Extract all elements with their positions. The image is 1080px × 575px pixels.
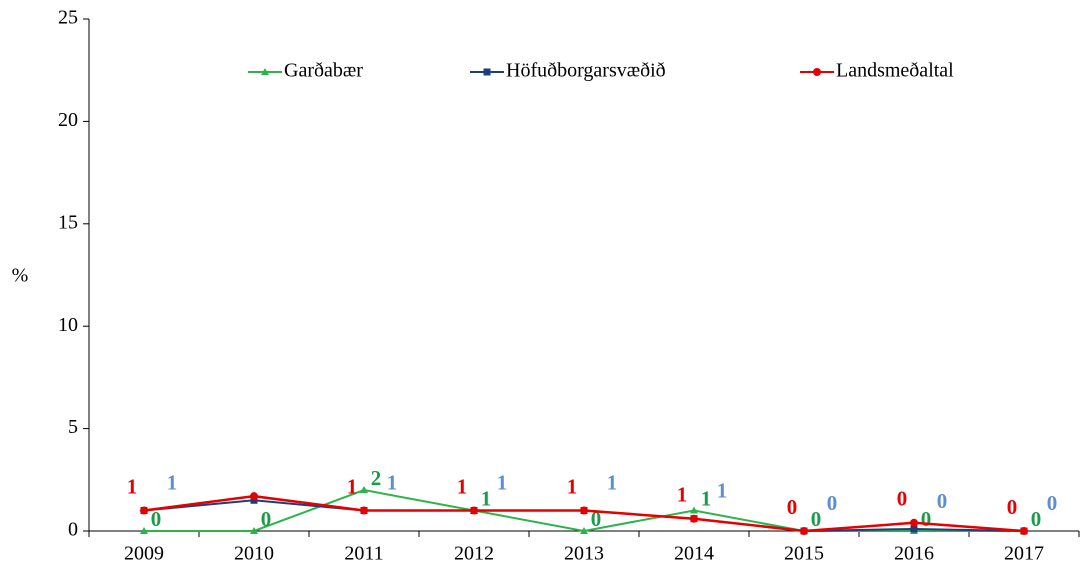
value-label: 1 — [127, 474, 138, 498]
value-label: 0 — [1047, 491, 1058, 515]
marker — [580, 506, 588, 515]
value-label: 1 — [387, 470, 398, 494]
value-label: 2 — [371, 466, 382, 490]
marker — [250, 496, 258, 504]
value-label: 1 — [347, 474, 358, 498]
y-tick-label: 10 — [58, 314, 78, 336]
value-label: 1 — [677, 483, 688, 507]
y-tick-label: 0 — [68, 519, 78, 541]
legend-label: Höfuðborgarsvæðið — [506, 60, 666, 82]
y-tick-label: 5 — [68, 416, 78, 438]
marker — [140, 527, 148, 534]
marker — [580, 527, 588, 534]
x-tick-label: 2009 — [124, 543, 164, 565]
marker — [360, 506, 368, 515]
value-label: 1 — [701, 486, 712, 510]
marker — [690, 506, 698, 514]
x-tick-label: 2017 — [1004, 543, 1044, 565]
series-line — [143, 499, 1025, 533]
value-label: 1 — [717, 479, 728, 503]
x-tick-label: 2011 — [344, 543, 383, 565]
value-label: 0 — [151, 507, 162, 531]
marker — [800, 527, 808, 535]
value-label: 0 — [1031, 507, 1042, 531]
marker — [360, 486, 368, 494]
marker — [470, 506, 478, 515]
value-label: 1 — [481, 486, 492, 510]
marker — [483, 68, 491, 76]
x-tick-label: 2014 — [674, 543, 714, 565]
x-tick-label: 2015 — [784, 543, 824, 565]
y-tick-label: 15 — [58, 211, 78, 233]
marker — [250, 492, 258, 501]
x-tick-label: 2010 — [234, 543, 274, 565]
legend-label: Landsmeðaltal — [836, 60, 954, 82]
value-label: 0 — [1007, 495, 1018, 519]
x-tick-label: 2013 — [564, 543, 604, 565]
value-label: 0 — [261, 507, 272, 531]
value-label: 0 — [897, 487, 908, 511]
y-axis-label: % — [12, 265, 29, 287]
marker — [250, 527, 258, 534]
y-tick-label: 20 — [58, 109, 78, 131]
legend-label: Garðabær — [284, 60, 363, 82]
value-label: 1 — [607, 470, 618, 494]
marker — [140, 506, 148, 515]
value-label: 0 — [921, 507, 932, 531]
marker — [910, 525, 918, 533]
y-tick-label: 25 — [58, 7, 78, 29]
x-tick-label: 2016 — [894, 543, 934, 565]
marker — [690, 514, 698, 523]
marker — [813, 68, 821, 76]
value-label: 0 — [827, 491, 838, 515]
value-label: 0 — [937, 489, 948, 513]
x-tick-label: 2012 — [454, 543, 494, 565]
value-label: 1 — [167, 470, 178, 494]
marker — [910, 518, 918, 527]
value-label: 0 — [787, 495, 798, 519]
value-label: 0 — [591, 507, 602, 531]
value-label: 1 — [567, 474, 578, 498]
value-label: 1 — [457, 474, 468, 498]
value-label: 1 — [497, 470, 508, 494]
marker — [1020, 527, 1028, 535]
value-label: 0 — [811, 507, 822, 531]
marker — [261, 68, 269, 75]
